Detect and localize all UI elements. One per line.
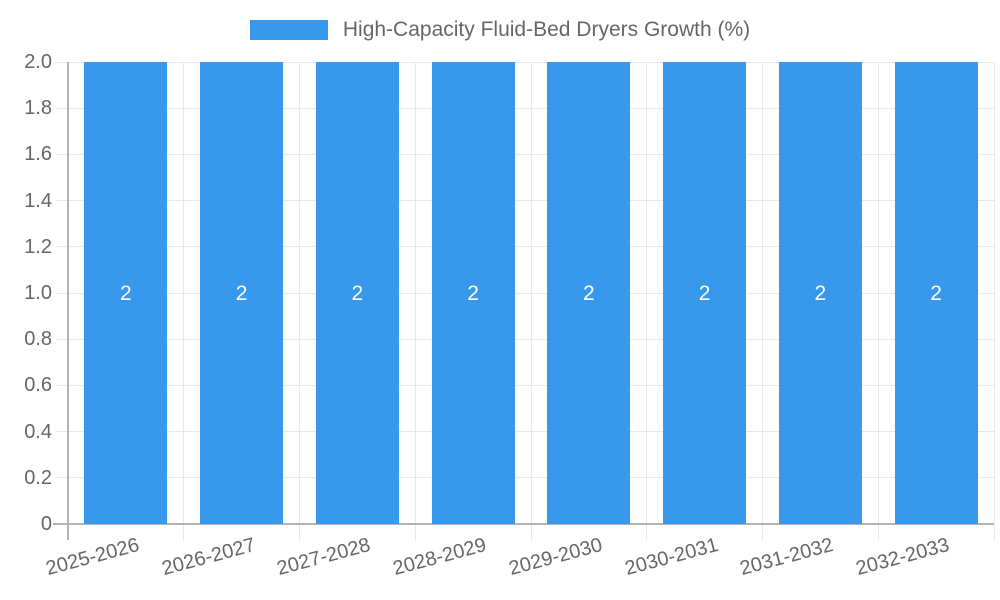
bar[interactable]: 2 xyxy=(200,62,284,524)
legend-swatch xyxy=(249,20,328,40)
bar-value-label: 2 xyxy=(583,282,595,305)
bar[interactable]: 2 xyxy=(663,62,747,524)
y-gridline xyxy=(56,338,994,340)
bar[interactable]: 2 xyxy=(894,62,978,524)
y-gridline xyxy=(56,61,994,63)
y-gridline xyxy=(56,477,994,479)
y-axis-tick-label: 1.2 xyxy=(24,235,52,258)
y-gridline xyxy=(56,431,994,433)
y-gridline xyxy=(56,107,994,109)
x-gridline xyxy=(646,62,648,540)
y-axis-line xyxy=(67,62,69,540)
legend[interactable]: High-Capacity Fluid-Bed Dryers Growth (%… xyxy=(0,18,1000,42)
bar[interactable]: 2 xyxy=(431,62,515,524)
bar[interactable]: 2 xyxy=(778,62,862,524)
x-gridline xyxy=(877,62,879,540)
y-axis-tick-label: 1.0 xyxy=(24,282,52,304)
bar-value-label: 2 xyxy=(235,282,248,305)
x-gridline xyxy=(183,62,185,540)
y-gridline xyxy=(56,153,994,155)
y-gridline xyxy=(56,292,994,294)
bar-value-label: 2 xyxy=(467,282,479,305)
x-gridline xyxy=(299,62,300,540)
bar-value-label: 2 xyxy=(120,282,132,305)
bar[interactable]: 2 xyxy=(547,62,631,524)
x-axis-line xyxy=(53,523,994,525)
bar-value-label: 2 xyxy=(698,282,711,305)
y-axis-tick-label: 0.2 xyxy=(24,466,52,489)
y-axis-tick-label: 1.6 xyxy=(24,143,52,166)
y-gridline xyxy=(56,384,994,386)
y-axis-tick-label: 0 xyxy=(40,513,52,535)
legend-label: High-Capacity Fluid-Bed Dryers Growth (%… xyxy=(342,18,751,41)
bar[interactable]: 2 xyxy=(315,62,399,524)
x-gridline xyxy=(414,62,416,540)
y-gridline xyxy=(56,246,994,248)
bar[interactable]: 2 xyxy=(84,62,168,524)
bar-value-label: 2 xyxy=(930,282,942,305)
bar-value-label: 2 xyxy=(814,282,827,305)
y-gridline xyxy=(56,200,994,202)
y-axis-tick-label: 1.4 xyxy=(24,189,52,212)
y-axis-tick-label: 0.6 xyxy=(24,374,52,397)
y-axis-tick-label: 0.4 xyxy=(24,420,52,443)
y-axis-tick-label: 1.8 xyxy=(24,97,52,120)
x-gridline xyxy=(530,62,532,540)
bar-value-label: 2 xyxy=(351,282,364,305)
y-axis-tick-label: 0.8 xyxy=(24,328,52,351)
x-gridline xyxy=(993,62,995,540)
y-axis-tick-label: 2.0 xyxy=(24,51,52,73)
x-gridline xyxy=(762,62,763,540)
